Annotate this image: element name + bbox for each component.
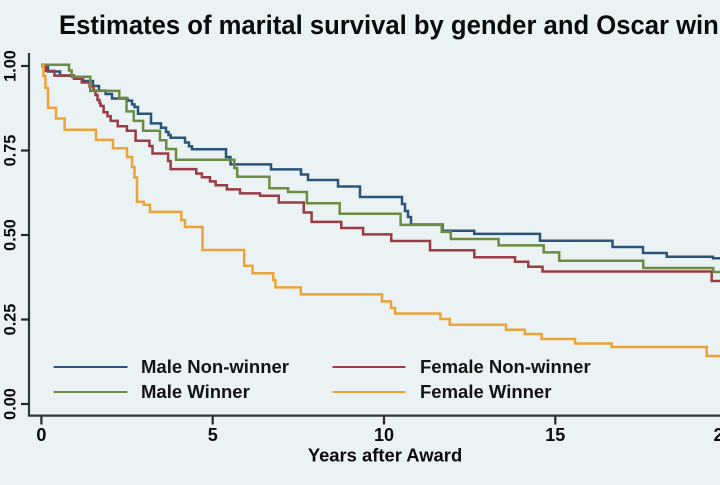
svg-text:0: 0	[36, 425, 46, 445]
svg-text:0.00: 0.00	[2, 388, 20, 420]
svg-text:Years after Award: Years after Award	[308, 445, 462, 466]
svg-text:Male Non-winner: Male Non-winner	[141, 356, 289, 377]
svg-text:1.00: 1.00	[2, 50, 20, 82]
svg-text:Male Winner: Male Winner	[141, 381, 250, 402]
svg-text:15: 15	[545, 425, 565, 445]
svg-text:10: 10	[374, 425, 394, 445]
svg-text:0.75: 0.75	[2, 135, 20, 167]
svg-text:Female Winner: Female Winner	[420, 381, 551, 402]
svg-text:20: 20	[713, 425, 720, 445]
svg-text:Female Non-winner: Female Non-winner	[420, 356, 591, 377]
svg-text:0.50: 0.50	[2, 219, 20, 251]
svg-text:5: 5	[208, 425, 218, 445]
svg-text:0.25: 0.25	[2, 304, 20, 336]
svg-text:Estimates of marital survival: Estimates of marital survival by gender …	[59, 10, 720, 40]
